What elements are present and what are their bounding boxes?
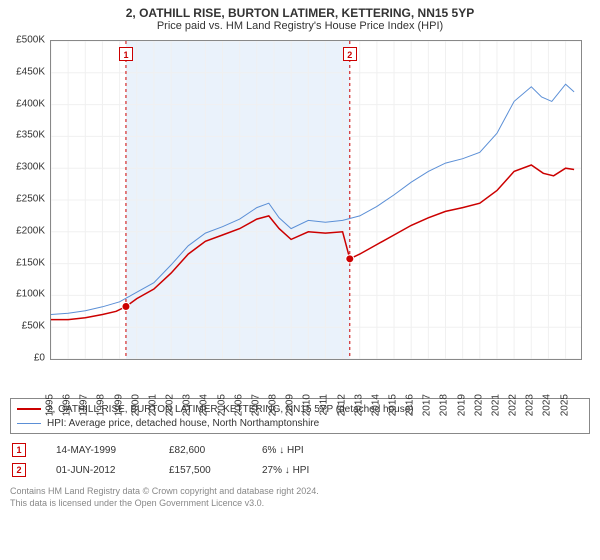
arrow-down-icon: ↓	[285, 465, 290, 476]
x-tick-label: 2011	[319, 394, 330, 416]
transaction-badge: 1	[12, 443, 26, 457]
chart-container: 2, OATHILL RISE, BURTON LATIMER, KETTERI…	[0, 0, 600, 560]
x-tick-label: 2010	[302, 394, 313, 416]
footnote-line: This data is licensed under the Open Gov…	[10, 498, 590, 510]
x-tick-label: 2018	[439, 394, 450, 416]
legend-swatch-property	[17, 408, 41, 410]
x-tick-label: 2007	[250, 394, 261, 416]
x-tick-label: 2020	[473, 394, 484, 416]
legend-row-hpi: HPI: Average price, detached house, Nort…	[17, 416, 583, 430]
transaction-date: 14-MAY-1999	[56, 445, 151, 456]
x-tick-label: 2008	[267, 394, 278, 416]
x-tick-label: 2013	[353, 394, 364, 416]
y-tick-label: £200K	[16, 225, 45, 236]
event-marker: 2	[343, 47, 357, 61]
y-tick-label: £100K	[16, 289, 45, 300]
x-tick-label: 1995	[45, 394, 56, 416]
arrow-down-icon: ↓	[279, 445, 284, 456]
transaction-price: £82,600	[169, 445, 244, 456]
transaction-badge: 2	[12, 463, 26, 477]
transaction-date: 01-JUN-2012	[56, 465, 151, 476]
transaction-price: £157,500	[169, 465, 244, 476]
x-axis-labels: 1995199619971998199920002001200220032004…	[50, 362, 582, 396]
plot-svg	[51, 41, 581, 359]
x-tick-label: 2022	[508, 394, 519, 416]
y-tick-label: £0	[34, 353, 45, 364]
y-tick-label: £300K	[16, 162, 45, 173]
x-tick-label: 2025	[559, 394, 570, 416]
x-tick-label: 2016	[405, 394, 416, 416]
x-tick-label: 2019	[456, 394, 467, 416]
x-tick-label: 2024	[542, 394, 553, 416]
plot-region: 12	[50, 40, 582, 360]
x-tick-label: 2023	[525, 394, 536, 416]
legend-swatch-hpi	[17, 423, 41, 424]
x-tick-label: 2001	[147, 394, 158, 416]
x-tick-label: 1997	[79, 394, 90, 416]
footnote-line: Contains HM Land Registry data © Crown c…	[10, 486, 590, 498]
x-tick-label: 2014	[370, 394, 381, 416]
x-tick-label: 2017	[422, 394, 433, 416]
x-tick-label: 2003	[182, 394, 193, 416]
transaction-row: 2 01-JUN-2012 £157,500 27% ↓ HPI	[12, 460, 590, 480]
y-axis-labels: £0£50K£100K£150K£200K£250K£300K£350K£400…	[10, 40, 48, 360]
event-marker: 1	[119, 47, 133, 61]
x-tick-label: 1998	[96, 394, 107, 416]
chart-title: 2, OATHILL RISE, BURTON LATIMER, KETTERI…	[10, 6, 590, 20]
y-tick-label: £500K	[16, 35, 45, 46]
x-tick-label: 2000	[130, 394, 141, 416]
y-tick-label: £450K	[16, 66, 45, 77]
y-tick-label: £150K	[16, 257, 45, 268]
y-tick-label: £250K	[16, 194, 45, 205]
x-tick-label: 1996	[62, 394, 73, 416]
x-tick-label: 2002	[165, 394, 176, 416]
transactions-table: 1 14-MAY-1999 £82,600 6% ↓ HPI 2 01-JUN-…	[12, 440, 590, 480]
x-tick-label: 2004	[199, 394, 210, 416]
footnote: Contains HM Land Registry data © Crown c…	[10, 486, 590, 509]
x-tick-label: 2009	[285, 394, 296, 416]
x-tick-label: 2012	[336, 394, 347, 416]
chart-subtitle: Price paid vs. HM Land Registry's House …	[10, 20, 590, 32]
x-tick-label: 2005	[216, 394, 227, 416]
transaction-pct: 27% ↓ HPI	[262, 465, 347, 476]
transaction-row: 1 14-MAY-1999 £82,600 6% ↓ HPI	[12, 440, 590, 460]
x-tick-label: 2021	[490, 394, 501, 416]
y-tick-label: £350K	[16, 130, 45, 141]
chart-area: £0 £50K £100K £150K £200K £250K £300K £350K £400…	[10, 36, 590, 396]
legend-label-hpi: HPI: Average price, detached house, Nort…	[47, 418, 319, 429]
x-tick-label: 1999	[113, 394, 124, 416]
transaction-pct: 6% ↓ HPI	[262, 445, 347, 456]
x-tick-label: 2015	[388, 394, 399, 416]
y-tick-label: £400K	[16, 98, 45, 109]
y-tick-label: £50K	[22, 321, 45, 332]
x-tick-label: 2006	[233, 394, 244, 416]
